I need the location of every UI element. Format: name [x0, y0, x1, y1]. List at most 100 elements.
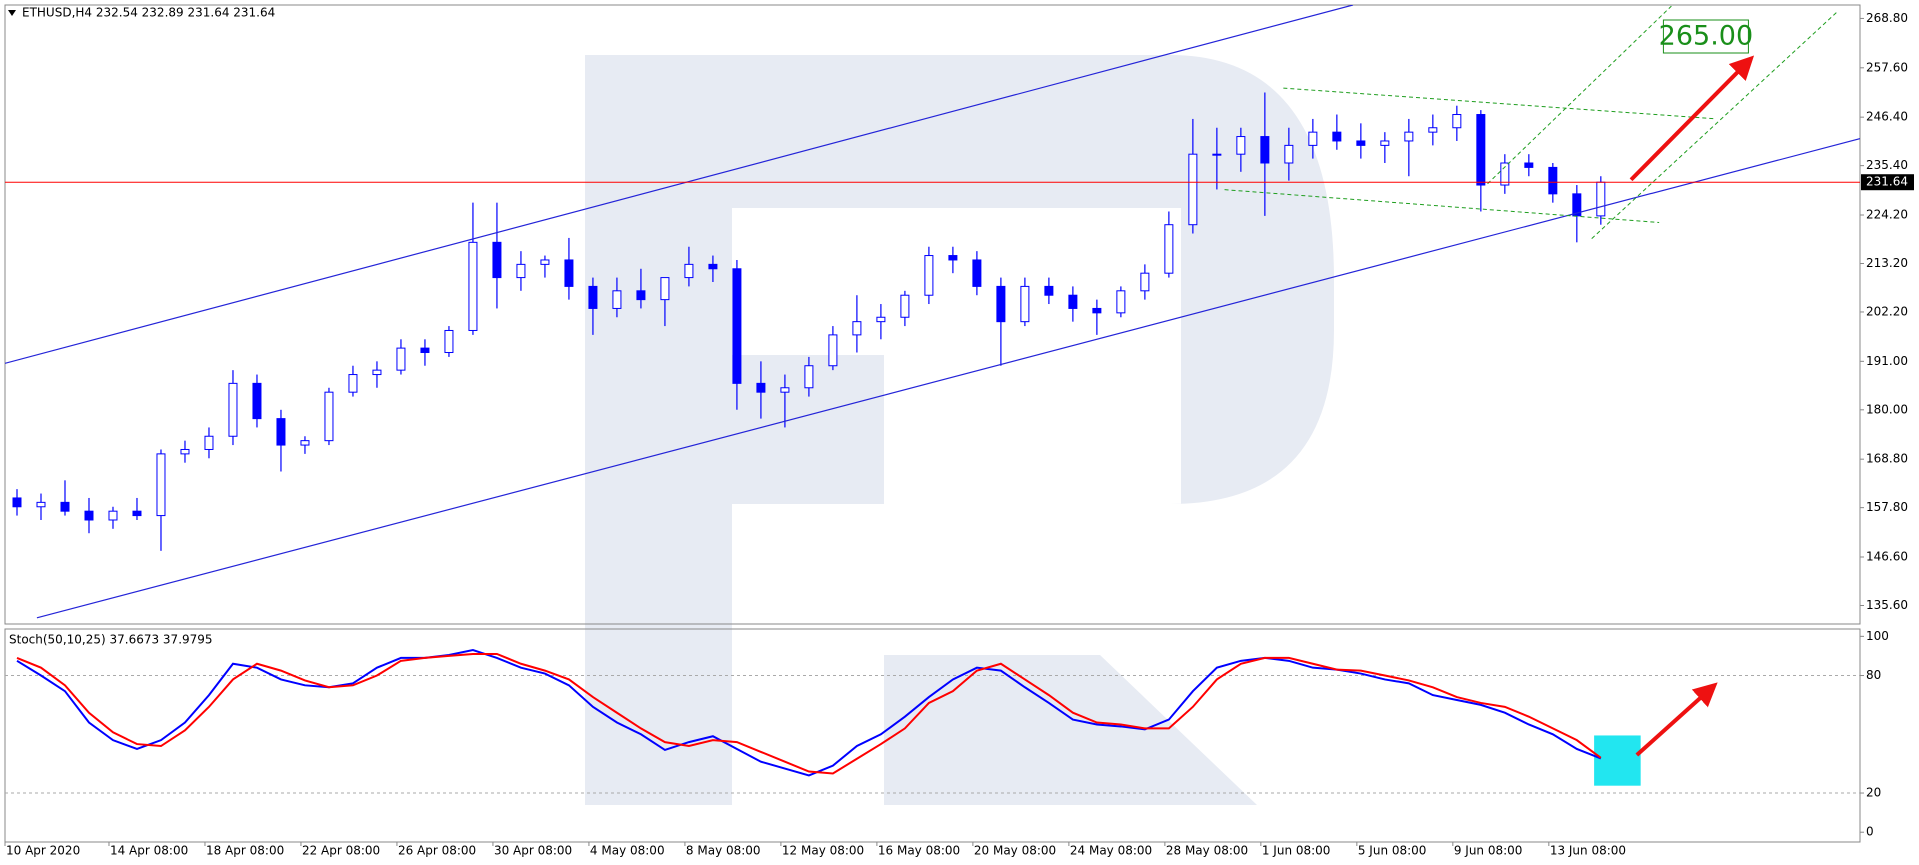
candle-body	[996, 285, 1006, 323]
x-tick-label: 28 May 08:00	[1166, 844, 1248, 858]
x-tick-label: 1 Jun 08:00	[1262, 844, 1331, 858]
candle-body	[924, 255, 934, 296]
y-tick-label: 191.00	[1866, 354, 1908, 368]
plot-area	[5, 5, 1860, 619]
candle-body	[804, 365, 814, 389]
watermark-leg	[884, 655, 1257, 805]
candle-body	[1164, 224, 1174, 274]
x-tick-label: 30 Apr 08:00	[494, 844, 572, 858]
trend-line	[5, 5, 1354, 364]
candle-body	[156, 453, 166, 517]
stoch-line	[16, 652, 1602, 775]
candle-body	[1092, 307, 1102, 314]
candle-body	[84, 510, 94, 521]
candle-body	[396, 347, 406, 371]
candle-body	[972, 259, 982, 287]
x-tick-label: 26 Apr 08:00	[398, 844, 476, 858]
x-tick-label: 18 Apr 08:00	[206, 844, 284, 858]
trend-line	[36, 138, 1860, 619]
candle-body	[780, 387, 790, 393]
arrow	[1629, 55, 1755, 182]
x-tick-label: 22 Apr 08:00	[302, 844, 380, 858]
candle-body	[204, 435, 214, 450]
watermark	[585, 55, 1334, 805]
last-price-label: 231.64	[1866, 175, 1908, 189]
candle-body	[564, 259, 574, 287]
indicator-title: Stoch(50,10,25) 37.6673 37.9795	[9, 633, 213, 647]
candle-body	[660, 277, 670, 301]
candle-body	[180, 448, 190, 455]
candle-body	[420, 347, 430, 354]
candle-body	[60, 501, 70, 512]
candle-body	[588, 285, 598, 309]
last-price-box	[1861, 174, 1914, 191]
x-tick-label: 4 May 08:00	[590, 844, 665, 858]
x-tick-label: 10 Apr 2020	[6, 844, 80, 858]
y-tick-label: 100	[1866, 629, 1889, 643]
candle-body	[132, 510, 142, 517]
candle-body	[228, 382, 238, 437]
candle-body	[1044, 285, 1054, 296]
x-tick-label: 5 Jun 08:00	[1358, 844, 1427, 858]
y-tick-label: 80	[1866, 668, 1881, 682]
candle-body	[1428, 127, 1438, 133]
candle-body	[276, 418, 286, 446]
symbol-menu-icon[interactable]	[8, 10, 16, 16]
x-tick-label: 12 May 08:00	[782, 844, 864, 858]
candle-body	[1380, 140, 1390, 146]
y-tick-label: 235.40	[1866, 158, 1908, 172]
arrow	[1635, 682, 1718, 757]
watermark-stem	[585, 55, 732, 805]
trend-line	[1224, 189, 1660, 223]
candle-body	[1404, 131, 1414, 142]
watermark-bowl	[585, 55, 1334, 504]
candle-body	[372, 369, 382, 376]
candle-body	[684, 263, 694, 279]
y-tick-label: 224.20	[1866, 208, 1908, 222]
candle-body	[1212, 153, 1222, 156]
candle-body	[1548, 166, 1558, 195]
candle-body	[948, 255, 958, 261]
candle-body	[12, 497, 22, 508]
candle-body	[1188, 153, 1198, 226]
candle-body	[468, 241, 478, 331]
candle-body	[612, 290, 622, 309]
x-tick-label: 13 Jun 08:00	[1550, 844, 1626, 858]
y-tick-label: 268.80	[1866, 11, 1908, 25]
y-tick-label: 20	[1866, 786, 1881, 800]
candle-body	[1500, 162, 1510, 186]
candle-body	[1332, 131, 1342, 142]
candle-body	[1140, 272, 1150, 292]
candle-body	[324, 391, 334, 442]
highlight-box	[1594, 735, 1641, 786]
candle-body	[852, 321, 862, 336]
candle-body	[828, 334, 838, 367]
main-frame	[4, 4, 1861, 625]
x-tick-label: 20 May 08:00	[974, 844, 1056, 858]
candle-body	[1116, 290, 1126, 314]
y-tick-label: 202.20	[1866, 304, 1908, 318]
chart-title: ETHUSD,H4 232.54 232.89 231.64 231.64	[22, 6, 275, 20]
candle-body	[1596, 181, 1606, 217]
trend-line	[1283, 87, 1715, 120]
y-tick-label: 246.40	[1866, 110, 1908, 124]
candle-body	[36, 501, 46, 508]
candle-body	[636, 290, 646, 301]
x-tick-label: 14 Apr 08:00	[110, 844, 188, 858]
candle-body	[444, 329, 454, 354]
stoch-frame	[4, 628, 1861, 843]
y-tick-label: 213.20	[1866, 256, 1908, 270]
candle-body	[1236, 136, 1246, 155]
candle-body	[348, 374, 358, 393]
candle-body	[108, 510, 118, 521]
y-tick-label: 180.00	[1866, 402, 1908, 416]
candle-body	[1020, 285, 1030, 323]
y-tick-label: 146.60	[1866, 550, 1908, 564]
candle-body	[1452, 114, 1462, 129]
y-tick-label: 0	[1866, 825, 1874, 839]
y-tick-label: 257.60	[1866, 60, 1908, 74]
x-tick-label: 8 May 08:00	[686, 844, 761, 858]
candle-body	[1356, 140, 1366, 146]
trend-line	[1487, 5, 1672, 185]
